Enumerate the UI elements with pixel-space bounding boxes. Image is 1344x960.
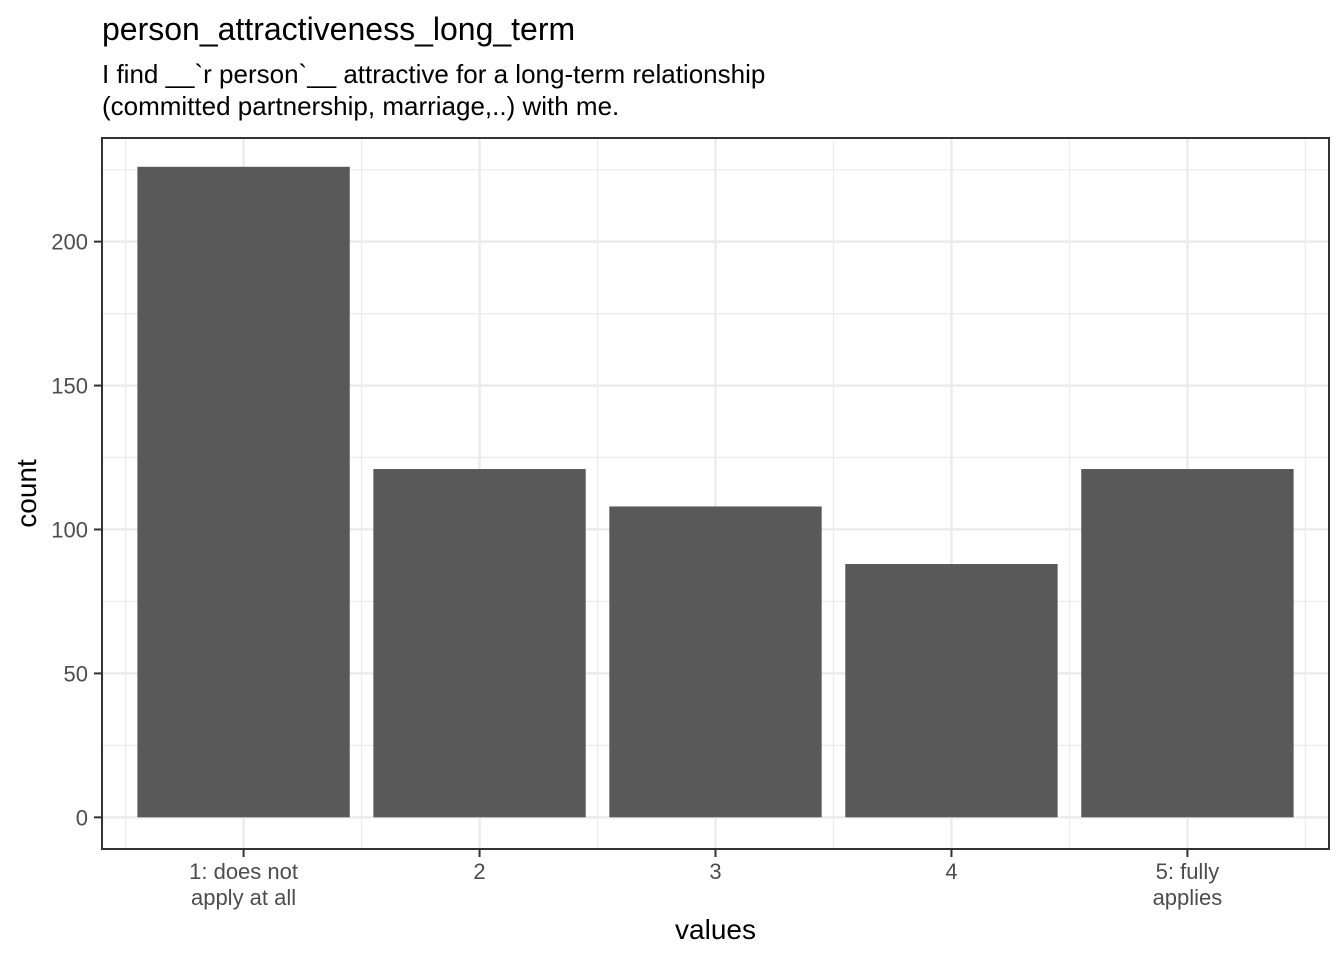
chart-title: person_attractiveness_long_term <box>102 11 576 47</box>
x-tick-label: 4 <box>945 859 957 884</box>
y-tick-label: 100 <box>51 517 88 542</box>
bar <box>1081 469 1294 818</box>
x-tick-label: 2 <box>473 859 485 884</box>
chart-subtitle-line-2: (committed partnership, marriage,..) wit… <box>102 91 620 121</box>
bar <box>845 564 1058 818</box>
bar <box>137 166 350 818</box>
bars <box>137 166 1294 818</box>
bar <box>609 506 822 818</box>
y-tick-label: 200 <box>51 230 88 255</box>
y-tick-label: 0 <box>76 805 88 830</box>
chart-subtitle-line-1: I find __`r person`__ attractive for a l… <box>102 59 766 89</box>
x-axis: 1: does not apply at all 2 3 4 5: fully applie… <box>189 849 1222 910</box>
x-tick-label: 5: fully applies <box>1153 859 1223 910</box>
y-tick-label: 150 <box>51 374 88 399</box>
y-axis: 0 50 100 150 200 <box>51 230 102 830</box>
y-axis-title: count <box>11 459 42 528</box>
x-tick-label: 3 <box>709 859 721 884</box>
chart-subtitle: I find __`r person`__ attractive for a l… <box>102 58 765 122</box>
bar <box>373 469 586 818</box>
y-tick-label: 50 <box>64 661 88 686</box>
x-tick-label: 1: does not apply at all <box>189 859 298 910</box>
x-axis-title: values <box>675 914 756 945</box>
